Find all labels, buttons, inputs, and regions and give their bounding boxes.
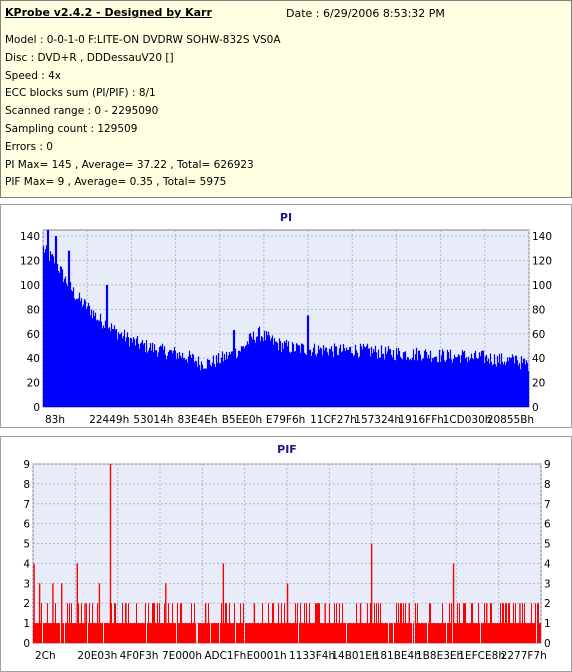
x-tick-label: 11CF27h	[310, 414, 357, 426]
x-tick-label: 22449h	[89, 414, 129, 426]
y-tick-label-right: 2	[544, 598, 551, 610]
chart-title: PIF	[277, 443, 297, 456]
y-tick-label-left: 6	[23, 519, 30, 531]
y-tick-label-left: 0	[33, 402, 40, 414]
y-tick-label-left: 2	[23, 598, 30, 610]
y-tick-label-right: 6	[544, 519, 551, 531]
y-tick-label-right: 0	[544, 638, 551, 650]
x-tick-label: 1EFCE8h	[458, 650, 505, 662]
info-scanned-range: Scanned range : 0 - 2295090	[5, 105, 159, 118]
x-tick-label: 2Ch	[35, 650, 56, 662]
y-tick-label-left: 1	[23, 618, 30, 630]
y-tick-label-right: 60	[532, 329, 545, 341]
pif-chart: PIF 0 0 1 1 2 2 3 3 4 4 5 5 6 6 7 7 8 8 9 9 2Ch 20E03h 4F0F3h 7E…	[23, 443, 551, 662]
info-disc: Disc : DVD+R , DDDessauV20 []	[5, 51, 174, 64]
y-tick-label-left: 3	[23, 578, 30, 590]
x-tick-label: 1133F4h	[289, 650, 335, 662]
y-tick-label-right: 5	[544, 539, 551, 551]
y-tick-label-right: 4	[544, 558, 551, 570]
y-tick-label-left: 80	[27, 304, 40, 316]
x-tick-label: E79F6h	[266, 414, 305, 426]
x-tick-label: ADC1Fh	[204, 650, 246, 662]
y-tick-label-left: 8	[23, 479, 30, 491]
y-tick-label-right: 0	[532, 402, 539, 414]
x-tick-label: 1916FFh	[398, 414, 443, 426]
info-model: Model : 0-0-1-0 F:LITE-ON DVDRW SOHW-832…	[5, 34, 281, 46]
info-pif-stats: PIF Max= 9 , Average= 0.35 , Total= 5975	[5, 176, 227, 189]
x-tick-label: 83h	[45, 414, 65, 426]
pi-chart-panel: PI 0 0 20 20 40 40 60 60 80 80 100 100 120 120 140 140 83…	[0, 204, 572, 428]
x-tick-label: 20E03h	[77, 650, 117, 662]
y-tick-label-right: 1	[544, 618, 551, 630]
y-tick-label-right: 7	[544, 499, 551, 511]
x-tick-label: 53014h	[133, 414, 173, 426]
x-tick-label: 2277F7h	[501, 650, 547, 662]
chart-title: PI	[280, 211, 292, 224]
y-tick-label-right: 140	[532, 231, 552, 243]
scan-date: Date : 6/29/2006 8:53:32 PM	[286, 7, 445, 20]
y-tick-label-right: 40	[532, 353, 545, 365]
x-tick-label: B5EE0h	[222, 414, 263, 426]
x-tick-label: 1CD030h	[443, 414, 492, 426]
y-tick-label-right: 9	[544, 459, 551, 471]
y-tick-label-left: 40	[27, 353, 40, 365]
info-ecc-blocks: ECC blocks sum (PI/PIF) : 8/1	[5, 87, 156, 100]
info-panel: KProbe v2.4.2 - Designed by Karr Date : …	[0, 0, 572, 198]
x-tick-label: 4F0F3h	[120, 650, 159, 662]
x-tick-label: 20855Bh	[487, 414, 534, 426]
y-tick-label-left: 5	[23, 539, 30, 551]
app-title: KProbe v2.4.2 - Designed by Karr	[5, 6, 212, 19]
y-tick-label-right: 120	[532, 256, 552, 268]
y-tick-label-right: 20	[532, 378, 545, 390]
y-tick-label-left: 0	[23, 638, 30, 650]
x-tick-label: 181BE4h	[374, 650, 421, 662]
y-tick-label-right: 8	[544, 479, 551, 491]
y-tick-label-left: 120	[20, 256, 40, 268]
y-tick-label-left: 4	[23, 558, 30, 570]
x-tick-label: 14B01Eh	[331, 650, 378, 662]
y-tick-label-right: 80	[532, 304, 545, 316]
y-tick-label-right: 3	[544, 578, 551, 590]
y-tick-label-left: 100	[20, 280, 40, 292]
info-pi-stats: PI Max= 145 , Average= 37.22 , Total= 62…	[5, 158, 254, 171]
y-tick-label-left: 140	[20, 231, 40, 243]
pi-chart: PI 0 0 20 20 40 40 60 60 80 80 100 100 120 120 140 140 83…	[20, 211, 552, 426]
x-tick-label: 1B8E3Eh	[416, 650, 463, 662]
x-tick-label: E0001h	[247, 650, 287, 662]
x-tick-label: 83E4Eh	[178, 414, 218, 426]
info-sampling-count: Sampling count : 129509	[5, 123, 138, 135]
y-tick-label-right: 100	[532, 280, 552, 292]
pif-chart-panel: PIF 0 0 1 1 2 2 3 3 4 4 5 5 6 6 7 7 8 8 9 9 2Ch 20E03h 4F0F3h 7E…	[0, 436, 572, 672]
y-tick-label-left: 20	[27, 378, 40, 390]
info-speed: Speed : 4x	[5, 69, 62, 82]
y-tick-label-left: 9	[23, 459, 30, 471]
x-tick-label: 7E000h	[162, 650, 202, 662]
x-tick-label: 157324h	[354, 414, 401, 426]
y-tick-label-left: 60	[27, 329, 40, 341]
info-errors: Errors : 0	[5, 140, 53, 153]
y-tick-label-left: 7	[23, 499, 30, 511]
